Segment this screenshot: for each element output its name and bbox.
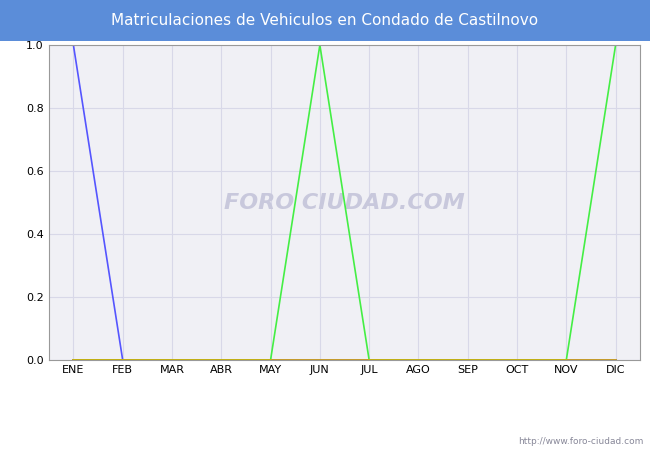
Text: Matriculaciones de Vehiculos en Condado de Castilnovo: Matriculaciones de Vehiculos en Condado … [111, 13, 539, 28]
Text: FORO CIUDAD.COM: FORO CIUDAD.COM [224, 193, 465, 212]
Text: http://www.foro-ciudad.com: http://www.foro-ciudad.com [518, 436, 644, 446]
